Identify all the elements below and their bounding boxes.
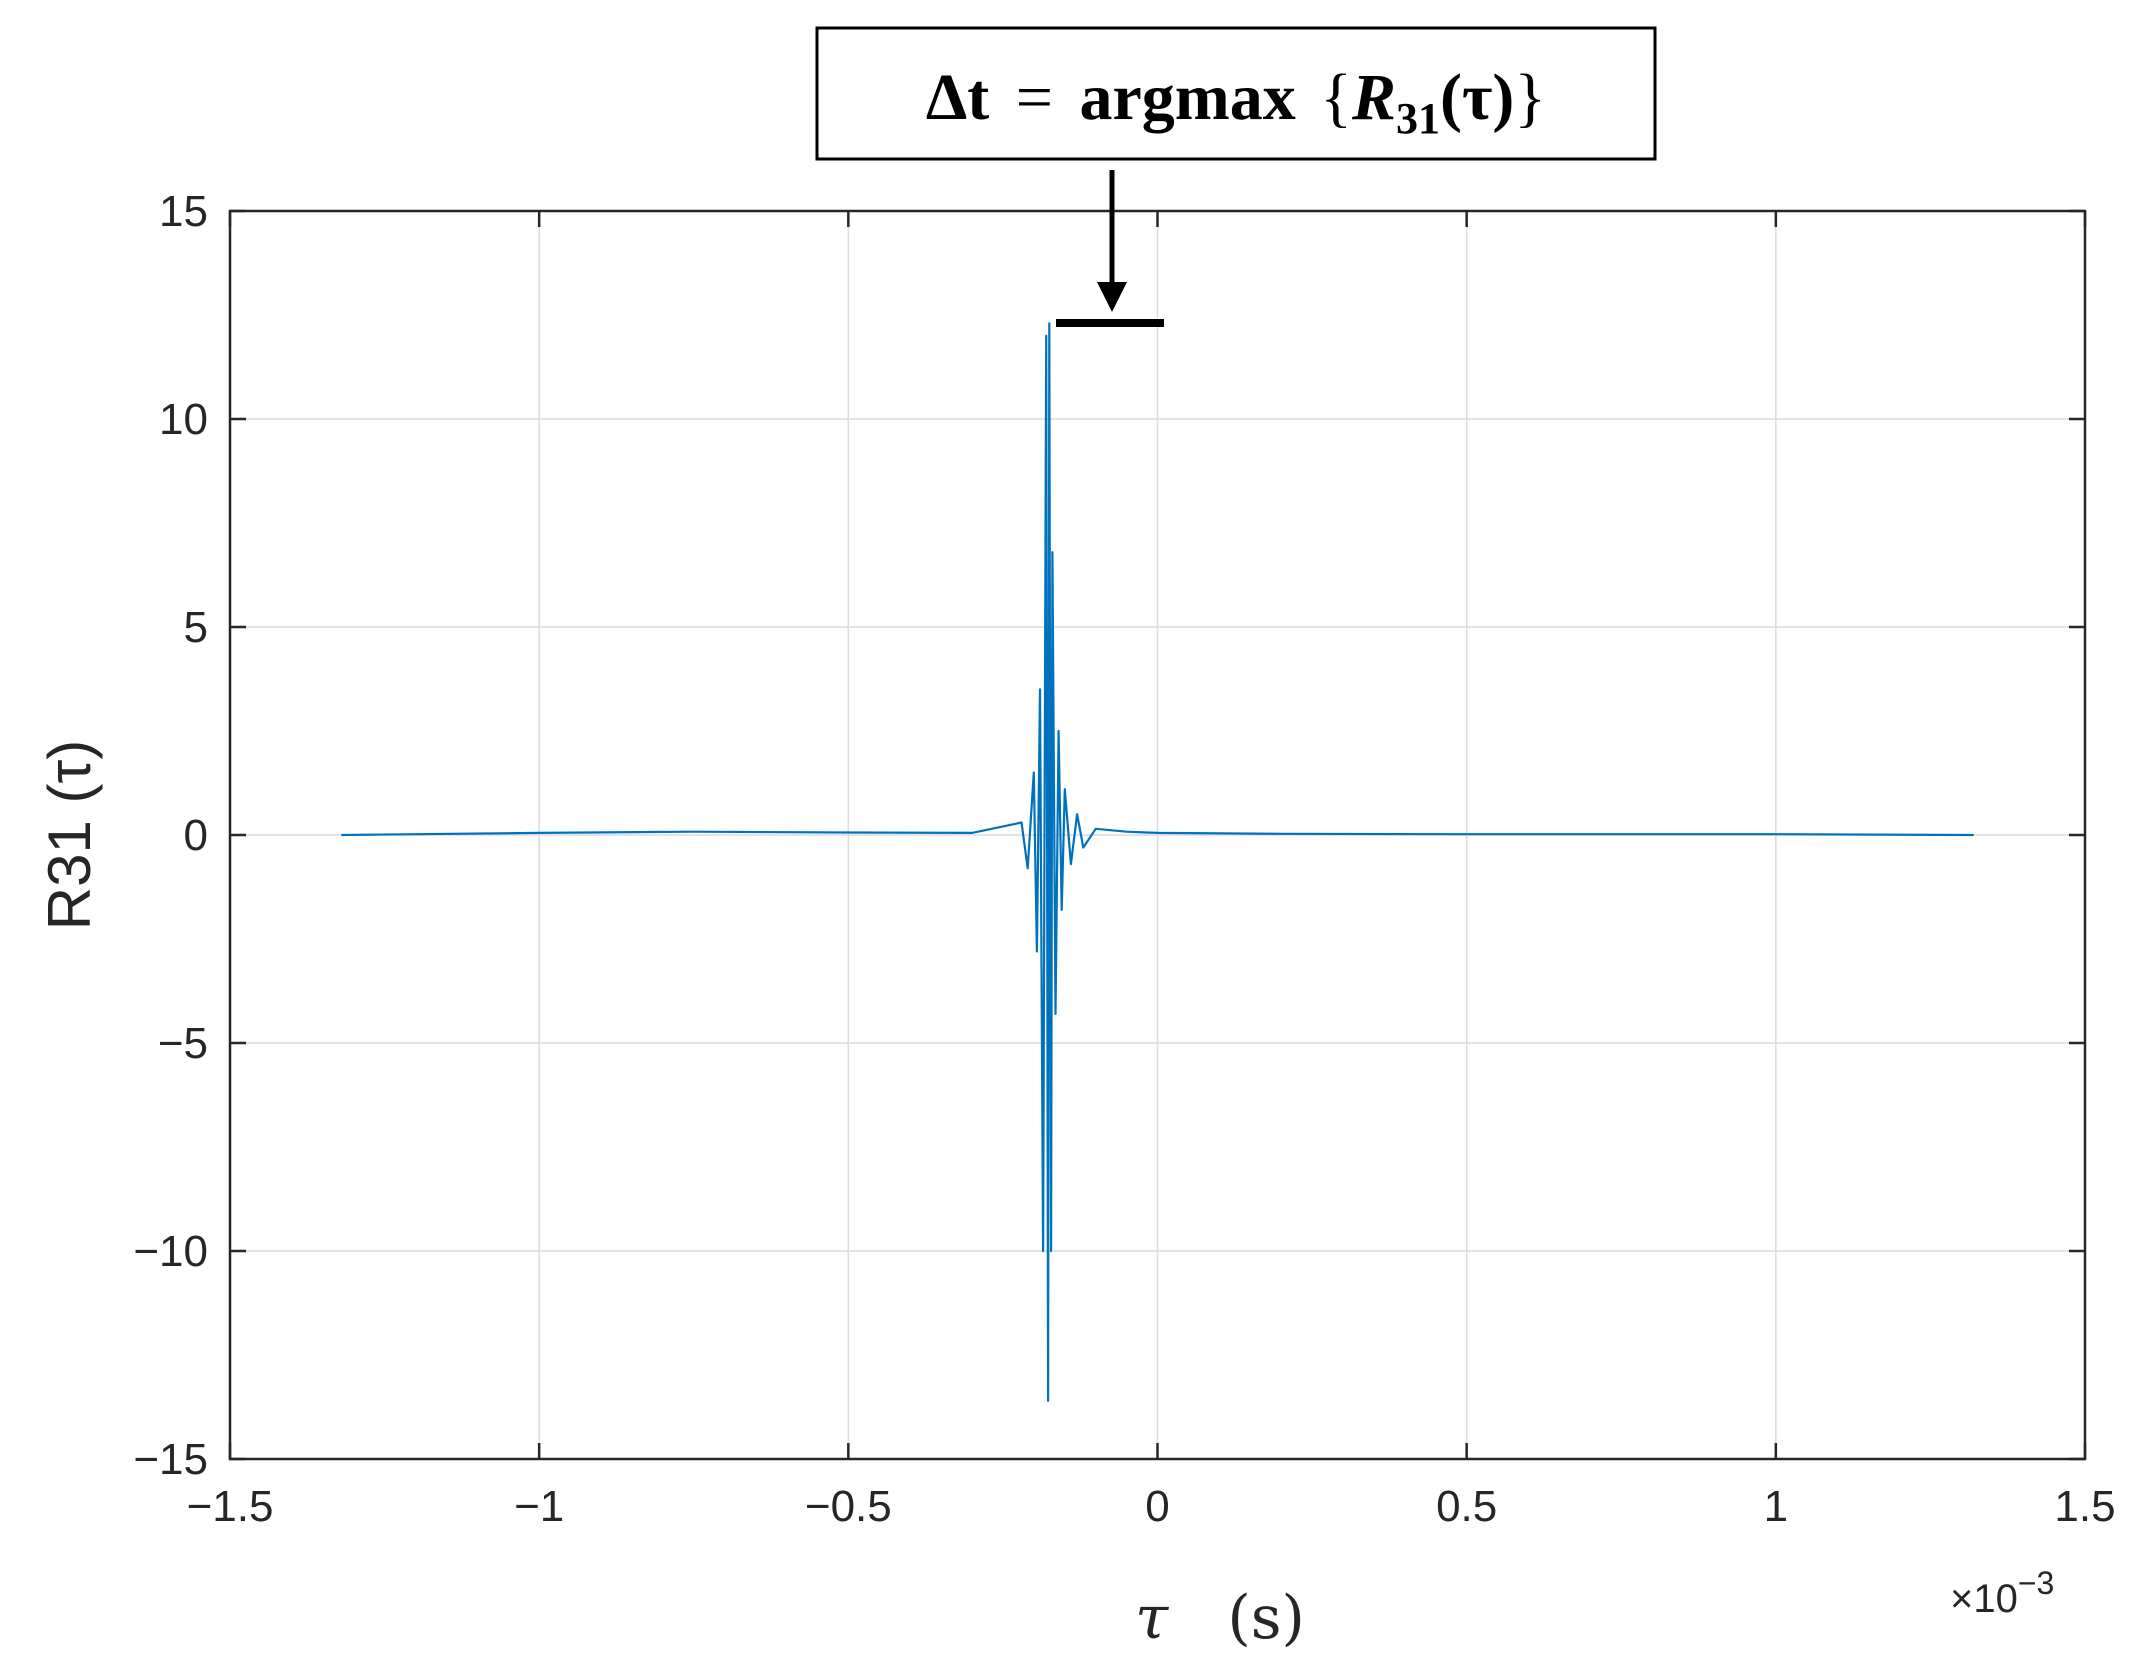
y-tick-labels: 15 10 5 0 −5 −10 −15	[133, 187, 208, 1484]
x-tick-label: 0	[1145, 1482, 1169, 1531]
x-tick-label: 1.5	[2054, 1482, 2115, 1531]
y-axis-label: R31 (τ)	[36, 740, 103, 930]
series-line	[341, 322, 1974, 1402]
annotation-equals: =	[1016, 61, 1053, 134]
annotation-lhs: Δt	[926, 61, 989, 134]
annotation-close-brace: }	[1514, 61, 1546, 134]
x-tick-label: 0.5	[1436, 1482, 1497, 1531]
x-axis-label: τ (s)	[1135, 1583, 1305, 1653]
y-tick-label: −10	[133, 1227, 208, 1276]
x-exponent-power: −3	[2018, 1565, 2054, 1601]
y-tick-label: 0	[184, 811, 208, 860]
y-tick-label: −5	[158, 1019, 208, 1068]
annotation-operator: argmax	[1080, 61, 1296, 134]
y-tick-label: −15	[133, 1435, 208, 1484]
y-tick-label: 10	[159, 395, 208, 444]
annotation-open-brace: {	[1320, 61, 1352, 134]
x-tick-label: 1	[1764, 1482, 1788, 1531]
x-exponent-base: ×10	[1950, 1577, 2018, 1621]
annotation-box	[815, 26, 1657, 161]
x-tick-label: −1.5	[187, 1482, 274, 1531]
annotation-subscript: 31	[1396, 94, 1440, 143]
y-tick-label: 15	[159, 187, 208, 236]
x-axis-symbol: τ	[1135, 1583, 1169, 1653]
x-tick-labels: −1.5 −1 −0.5 0 0.5 1 1.5	[187, 1482, 2116, 1531]
annotation-variable: R	[1351, 61, 1396, 134]
annotation-arrow-head	[1097, 282, 1127, 312]
annotation-formula: Δt = argmax {R31(τ)}	[926, 61, 1546, 143]
axis-ticks	[228, 209, 2087, 1461]
x-axis-exponent: ×10−3	[1950, 1565, 2054, 1621]
x-axis-unit: (s)	[1227, 1583, 1305, 1653]
x-tick-label: −0.5	[805, 1482, 892, 1531]
x-tick-label: −1	[514, 1482, 564, 1531]
y-tick-label: 5	[184, 603, 208, 652]
annotation-argument: (τ)	[1440, 61, 1514, 134]
